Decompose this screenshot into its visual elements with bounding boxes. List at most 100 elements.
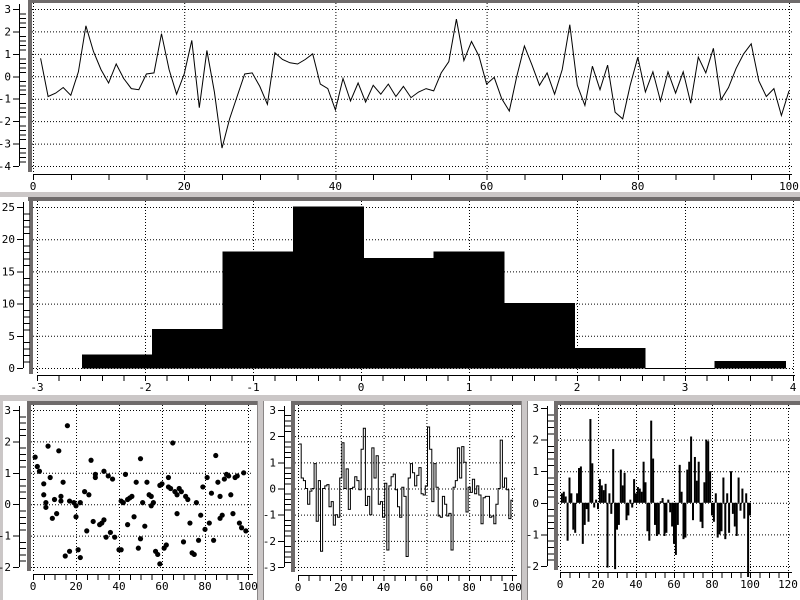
- svg-text:40: 40: [377, 581, 390, 594]
- svg-text:3: 3: [4, 404, 11, 417]
- svg-text:40: 40: [329, 180, 342, 193]
- x-tick-labels: -3 -2 -1 0 1 2 3 4: [30, 381, 796, 394]
- noise-line-panel: 3 2 1 0 -1 -2 -3 -4 0 20 40 60 80 100: [0, 0, 800, 193]
- svg-text:3: 3: [269, 404, 276, 417]
- svg-text:20: 20: [2, 233, 15, 246]
- svg-text:100: 100: [740, 578, 760, 591]
- svg-text:2: 2: [4, 435, 11, 448]
- x-axis: [560, 572, 792, 578]
- y-axis: [278, 406, 291, 568]
- svg-text:-4: -4: [0, 160, 11, 173]
- svg-text:0: 0: [4, 70, 11, 83]
- svg-text:3: 3: [532, 402, 539, 415]
- svg-text:80: 80: [198, 580, 211, 593]
- x-axis: [37, 375, 795, 381]
- svg-text:60: 60: [480, 180, 493, 193]
- svg-text:2: 2: [269, 430, 276, 443]
- sash-vertical-left[interactable]: [257, 395, 264, 600]
- svg-text:20: 20: [334, 581, 347, 594]
- svg-text:1: 1: [532, 465, 539, 478]
- svg-text:1: 1: [269, 456, 276, 469]
- svg-text:-1: -1: [0, 93, 11, 106]
- plot-frame-bevel: [554, 401, 800, 570]
- svg-text:20: 20: [69, 580, 82, 593]
- svg-text:-1: -1: [263, 509, 276, 522]
- y-tick-labels: 3 2 1 0 -1 -2 -3: [263, 404, 276, 574]
- noise-line-series: [40, 19, 790, 149]
- svg-text:10: 10: [2, 298, 15, 311]
- svg-text:-2: -2: [0, 561, 11, 574]
- svg-text:-2: -2: [138, 381, 151, 394]
- svg-text:80: 80: [705, 578, 718, 591]
- svg-text:0: 0: [557, 578, 564, 591]
- svg-text:-2: -2: [526, 560, 539, 573]
- svg-text:25: 25: [2, 201, 15, 214]
- svg-text:-3: -3: [30, 381, 43, 394]
- svg-text:-2: -2: [263, 535, 276, 548]
- svg-text:1: 1: [466, 381, 473, 394]
- svg-text:2: 2: [532, 434, 539, 447]
- svg-text:-3: -3: [263, 561, 276, 574]
- svg-text:80: 80: [463, 581, 476, 594]
- plot-frame-bevel: [28, 0, 800, 172]
- svg-text:2: 2: [4, 25, 11, 38]
- scatter-panel: 3 2 1 0 -1 -2 0 20 40 60 80 100: [0, 401, 258, 593]
- svg-text:0: 0: [30, 580, 37, 593]
- svg-text:100: 100: [502, 581, 522, 594]
- svg-text:60: 60: [420, 581, 433, 594]
- svg-text:2: 2: [574, 381, 581, 394]
- histeps-series: [299, 426, 514, 557]
- plot-frame-bevel: [28, 197, 800, 374]
- svg-text:-1: -1: [526, 528, 539, 541]
- svg-text:0: 0: [532, 497, 539, 510]
- y-axis: [13, 4, 26, 167]
- svg-text:-2: -2: [0, 115, 11, 128]
- svg-text:5: 5: [8, 330, 15, 343]
- svg-text:1: 1: [4, 467, 11, 480]
- svg-text:100: 100: [238, 580, 258, 593]
- grid-lines: [295, 405, 517, 573]
- svg-text:-3: -3: [0, 138, 11, 151]
- svg-text:3: 3: [4, 3, 11, 16]
- x-tick-labels: 0 20 40 60 80 100: [30, 580, 258, 593]
- x-tick-labels: 0 20 40 60 80 100 120: [557, 578, 798, 591]
- x-axis: [33, 574, 253, 580]
- svg-text:60: 60: [155, 580, 168, 593]
- histogram-series: [81, 206, 786, 369]
- svg-text:0: 0: [295, 581, 302, 594]
- grid-lines: [32, 3, 792, 173]
- x-axis: [298, 575, 517, 581]
- svg-text:20: 20: [591, 578, 604, 591]
- svg-text:100: 100: [779, 180, 799, 193]
- svg-text:15: 15: [2, 265, 15, 278]
- sash-horizontal-top[interactable]: [0, 192, 800, 197]
- sash-horizontal-bottom[interactable]: [0, 395, 800, 401]
- histogram-panel: 25 20 15 10 5 0 -3 -2 -1 0 1 2 3 4: [2, 197, 800, 394]
- impulses-panel: 3 2 1 0 -1 -2 0 20 40 60 80 100 120: [526, 401, 800, 591]
- plot-frame-bevel: [27, 401, 257, 571]
- impulses-series: [560, 419, 751, 578]
- scatter-series: [32, 423, 249, 567]
- x-tick-labels: 0 20 40 60 80 100: [295, 581, 522, 594]
- y-axis: [541, 406, 554, 567]
- svg-text:40: 40: [112, 580, 125, 593]
- plot-frame-bevel: [291, 401, 521, 572]
- svg-text:0: 0: [8, 362, 15, 375]
- svg-text:60: 60: [667, 578, 680, 591]
- svg-text:0: 0: [269, 483, 276, 496]
- histeps-panel: 3 2 1 0 -1 -2 -3 0 20 40 60 80 100: [263, 401, 522, 594]
- y-tick-labels: 3 2 1 0 -1 -2 -3 -4: [0, 3, 11, 173]
- svg-text:20: 20: [178, 180, 191, 193]
- svg-text:80: 80: [631, 180, 644, 193]
- svg-text:1: 1: [4, 48, 11, 61]
- svg-text:4: 4: [790, 381, 797, 394]
- x-axis: [33, 174, 792, 180]
- y-tick-labels: 3 2 1 0 -1 -2: [526, 402, 539, 573]
- sash-vertical-right[interactable]: [521, 395, 528, 600]
- svg-text:0: 0: [30, 180, 37, 193]
- y-tick-labels: 25 20 15 10 5 0: [2, 201, 15, 375]
- window-sashes: [0, 192, 800, 600]
- y-tick-labels: 3 2 1 0 -1 -2: [0, 404, 11, 574]
